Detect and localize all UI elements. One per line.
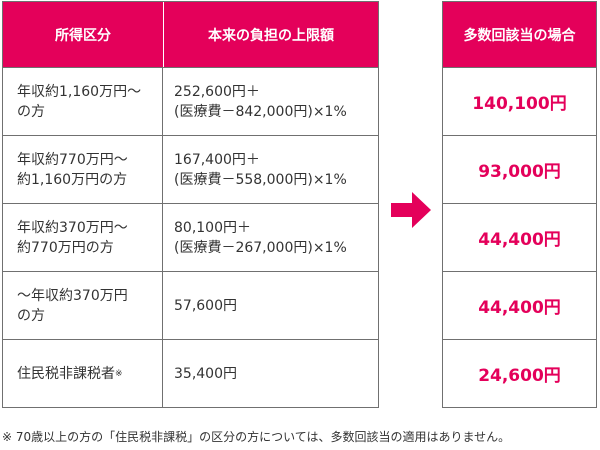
table-row: 住民税非課税者 ※ 35,400円 [3, 339, 378, 407]
limit-text: 57,600円 [174, 297, 237, 314]
income-category-cell: 住民税非課税者 ※ [3, 340, 163, 407]
multiple-case-value: 140,100円 [443, 67, 596, 135]
multiple-case-value: 44,400円 [443, 271, 596, 339]
income-category-text: 年収約370万円～ 約770万円の方 [17, 219, 128, 256]
income-category-text: ～年収約370万円 の方 [17, 287, 128, 324]
multiple-case-value: 44,400円 [443, 203, 596, 271]
income-category-text: 年収約1,160万円～ の方 [17, 83, 142, 120]
income-category-cell: 年収約1,160万円～ の方 [3, 68, 163, 135]
right-arrow-icon [391, 192, 431, 228]
income-category-cell: 年収約370万円～ 約770万円の方 [3, 204, 163, 271]
limit-text: 167,400円＋ (医療費－558,000円)×1% [174, 151, 347, 188]
header-original-limit: 本来の負担の上限額 [208, 27, 334, 44]
limit-cell: 57,600円 [163, 272, 378, 339]
table-row: 年収約1,160万円～ の方 252,600円＋ (医療費－842,000円)×… [3, 67, 378, 135]
limit-cell: 35,400円 [163, 340, 378, 407]
footnote: ※ 70歳以上の方の「住民税非課税」の区分の方については、多数回該当の適用はあり… [2, 430, 511, 444]
income-category-cell: ～年収約370万円 の方 [3, 272, 163, 339]
table-row: 年収約770万円～ 約1,160万円の方 167,400円＋ (医療費－558,… [3, 135, 378, 203]
header-multiple-case: 多数回該当の場合 [443, 2, 596, 67]
limit-cell: 252,600円＋ (医療費－842,000円)×1% [163, 68, 378, 135]
limit-text: 80,100円＋ (医療費－267,000円)×1% [174, 219, 347, 256]
limit-text: 35,400円 [174, 365, 237, 382]
income-category-text: 住民税非課税者 [17, 365, 115, 382]
income-category-text: 年収約770万円～ 約1,160万円の方 [17, 151, 128, 188]
table-row: 年収約370万円～ 約770万円の方 80,100円＋ (医療費－267,000… [3, 203, 378, 271]
limit-text: 252,600円＋ (医療費－842,000円)×1% [174, 83, 347, 120]
limit-cell: 167,400円＋ (医療費－558,000円)×1% [163, 136, 378, 203]
multiple-case-value: 93,000円 [443, 135, 596, 203]
multiple-case-value: 24,600円 [443, 339, 596, 407]
income-limit-table: 所得区分 本来の負担の上限額 年収約1,160万円～ の方 252,600円＋ … [2, 1, 379, 408]
table-row: ～年収約370万円 の方 57,600円 [3, 271, 378, 339]
table-header: 所得区分 本来の負担の上限額 [3, 2, 378, 67]
multiple-case-table: 多数回該当の場合 140,100円 93,000円 44,400円 44,400… [442, 1, 597, 408]
header-income-category: 所得区分 [3, 2, 164, 67]
income-category-cell: 年収約770万円～ 約1,160万円の方 [3, 136, 163, 203]
limit-cell: 80,100円＋ (医療費－267,000円)×1% [163, 204, 378, 271]
